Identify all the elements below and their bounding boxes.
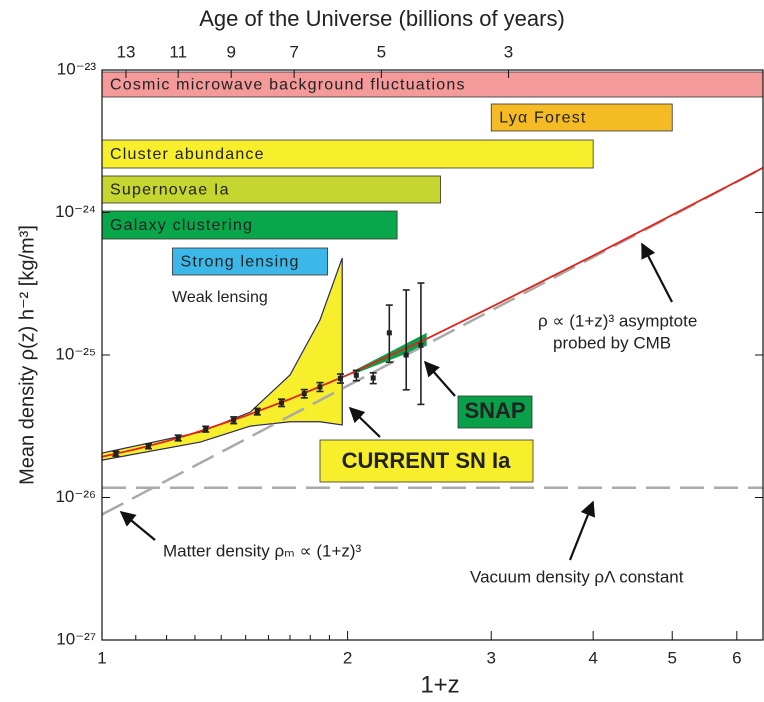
- point: [403, 352, 409, 358]
- range-bar: [101, 210, 398, 240]
- point: [145, 443, 151, 449]
- y-tick-label: 10⁻²⁴: [55, 202, 96, 221]
- y-axis-title: Mean density ρ(z) h⁻² [kg/m³]: [16, 225, 38, 485]
- y-tick-label: 10⁻²³: [57, 59, 97, 78]
- arrow: [348, 406, 381, 438]
- point: [317, 384, 323, 390]
- x-tick-label: 1: [97, 648, 106, 667]
- range-label: Cluster abundance: [110, 146, 265, 163]
- point: [279, 400, 285, 406]
- annotation: Weak lensing: [172, 289, 268, 306]
- top-tick-label: 7: [289, 42, 298, 61]
- point: [113, 451, 119, 457]
- range-label: Strong lensing: [180, 254, 299, 271]
- arrow: [423, 360, 456, 397]
- point: [301, 391, 307, 397]
- range-label: Cosmic microwave background fluctuations: [110, 77, 466, 94]
- top-axis-title: Age of the Universe (billions of years): [199, 6, 565, 31]
- top-tick-label: 5: [377, 42, 386, 61]
- x-axis-title: 1+z: [420, 671, 459, 698]
- range-bar: [490, 103, 673, 132]
- range-label: Supernovae Ia: [110, 182, 230, 199]
- range-label: Galaxy clustering: [110, 217, 253, 234]
- range-bar: [101, 139, 594, 169]
- annotation: CURRENT SN Ia: [342, 448, 511, 473]
- x-tick-label: 4: [588, 648, 597, 667]
- top-tick-label: 11: [169, 42, 187, 61]
- annotation: Matter density ρₘ ∝ (1+z)³: [163, 541, 362, 560]
- annotation: Vacuum density ρΛ constant: [470, 567, 684, 586]
- annotation: SNAP: [464, 398, 525, 423]
- range-bar: [172, 247, 328, 276]
- top-tick-label: 13: [117, 42, 136, 61]
- region: [101, 257, 343, 461]
- annotation-box: [319, 439, 534, 483]
- range-label: Lyα Forest: [499, 110, 586, 127]
- x-tick-label: 5: [667, 648, 676, 667]
- x-tick-label: 6: [732, 648, 741, 667]
- point: [386, 330, 392, 336]
- point: [418, 342, 424, 348]
- arrow: [568, 500, 596, 561]
- top-tick-label: 3: [504, 42, 513, 61]
- point: [370, 375, 376, 381]
- x-tick-label: 3: [487, 648, 496, 667]
- y-tick-label: 10⁻²⁷: [56, 629, 96, 648]
- point: [203, 426, 209, 432]
- point: [353, 372, 359, 378]
- y-tick-label: 10⁻²⁶: [55, 487, 96, 506]
- y-tick-label: 10⁻²⁵: [55, 344, 96, 363]
- annotation: probed by CMB: [553, 333, 671, 352]
- point: [254, 409, 260, 415]
- line: [101, 166, 764, 458]
- arrow: [119, 511, 156, 541]
- x-tick-label: 2: [343, 648, 352, 667]
- range-bar: [101, 175, 441, 204]
- range-bar: [101, 71, 764, 98]
- annotation-box: [457, 395, 533, 429]
- annotation: ρ ∝ (1+z)³ asymptote: [538, 311, 697, 330]
- point: [175, 435, 181, 441]
- top-tick-label: 9: [226, 42, 235, 61]
- point: [337, 375, 343, 381]
- arrow: [641, 242, 673, 303]
- point: [231, 417, 237, 423]
